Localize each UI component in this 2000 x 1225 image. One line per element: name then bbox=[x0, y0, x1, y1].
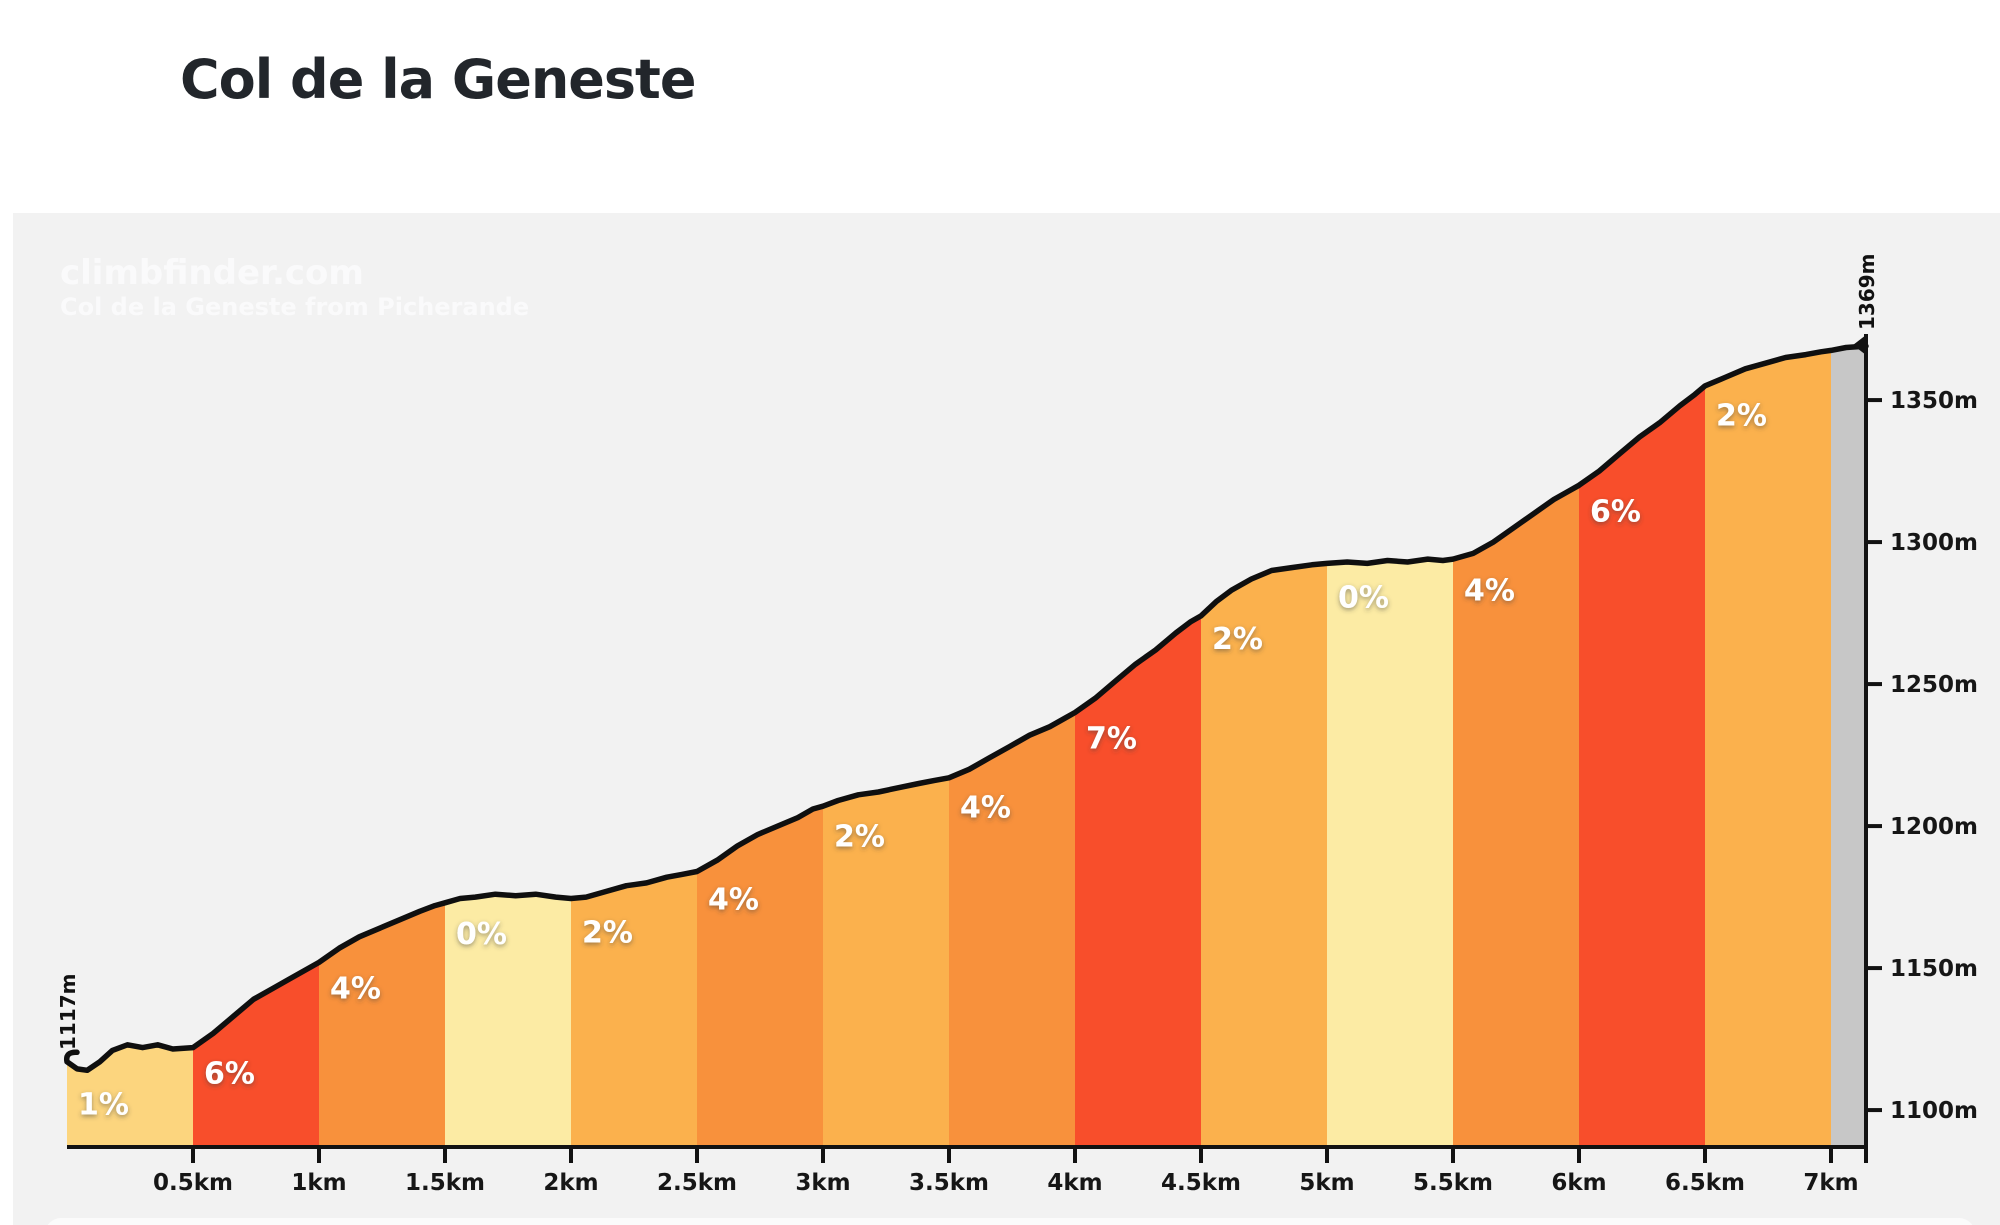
x-tick-label: 6.5km bbox=[1665, 1170, 1745, 1196]
area-segment bbox=[193, 962, 319, 1147]
x-tick-label: 4km bbox=[1047, 1170, 1102, 1196]
gradient-label: 0% bbox=[456, 917, 507, 952]
gradient-label: 4% bbox=[708, 882, 759, 917]
start-elevation-label: 1117m bbox=[56, 973, 80, 1050]
y-tick-label: 1150m bbox=[1890, 956, 1978, 982]
area-segment bbox=[67, 1044, 193, 1147]
chart-panel: climbfinder.com Col de la Geneste from P… bbox=[13, 213, 2000, 1225]
summit-tail-area bbox=[1831, 346, 1866, 1148]
gradient-label: 4% bbox=[960, 790, 1011, 825]
area-segment bbox=[1453, 485, 1579, 1147]
x-tick-label: 2.5km bbox=[657, 1170, 737, 1196]
gradient-label: 2% bbox=[1212, 622, 1263, 657]
x-tick-label: 2km bbox=[543, 1170, 598, 1196]
x-tick-label: 1.5km bbox=[405, 1170, 485, 1196]
area-segment bbox=[1201, 563, 1327, 1147]
x-tick-label: 1km bbox=[291, 1170, 346, 1196]
x-tick-label: 5.5km bbox=[1413, 1170, 1493, 1196]
y-tick-label: 1350m bbox=[1890, 388, 1978, 414]
profile-line bbox=[63, 343, 1869, 1074]
gradient-label: 6% bbox=[204, 1057, 255, 1092]
x-tick-label: 5km bbox=[1299, 1170, 1354, 1196]
gradient-label: 7% bbox=[1086, 722, 1137, 757]
y-tick-label: 1250m bbox=[1890, 672, 1978, 698]
area-segment bbox=[445, 894, 571, 1147]
summit-elevation-label: 1369m bbox=[1855, 253, 1879, 330]
gradient-label: 2% bbox=[1716, 399, 1767, 434]
gradient-label: 4% bbox=[1464, 574, 1515, 609]
y-tick-label: 1300m bbox=[1890, 530, 1978, 556]
gradient-label: 0% bbox=[1338, 580, 1389, 615]
y-tick-label: 1200m bbox=[1890, 814, 1978, 840]
x-tick-label: 0.5km bbox=[153, 1170, 233, 1196]
area-segment bbox=[697, 806, 823, 1147]
x-tick-label: 3.5km bbox=[909, 1170, 989, 1196]
gradient-label: 2% bbox=[834, 819, 885, 854]
gradient-label: 2% bbox=[582, 915, 633, 950]
x-tick-label: 7km bbox=[1803, 1170, 1858, 1196]
x-tick-label: 4.5km bbox=[1161, 1170, 1241, 1196]
area-segment bbox=[1075, 615, 1201, 1147]
area-segment bbox=[1705, 350, 1831, 1147]
area-segment bbox=[949, 712, 1075, 1147]
x-tick-label: 3km bbox=[795, 1170, 850, 1196]
gradient-label: 4% bbox=[330, 972, 381, 1007]
page-title: Col de la Geneste bbox=[180, 48, 696, 111]
y-tick-label: 1100m bbox=[1890, 1098, 1978, 1124]
area-segment bbox=[571, 871, 697, 1147]
gradient-label: 6% bbox=[1590, 494, 1641, 529]
elevation-chart: 0.5km 1km 1.5km 2km 2.5km 3km 3.5km 4km 4.5km 5km… bbox=[56, 253, 1978, 1196]
area-segment bbox=[823, 777, 949, 1147]
area-segment bbox=[1579, 385, 1705, 1147]
gradient-label: 1% bbox=[78, 1087, 129, 1122]
x-tick-label: 6km bbox=[1551, 1170, 1606, 1196]
bottom-card bbox=[45, 1218, 1975, 1225]
area-segment bbox=[1327, 559, 1453, 1147]
summit-marker-icon bbox=[1853, 335, 1866, 355]
area-segment bbox=[319, 902, 445, 1147]
